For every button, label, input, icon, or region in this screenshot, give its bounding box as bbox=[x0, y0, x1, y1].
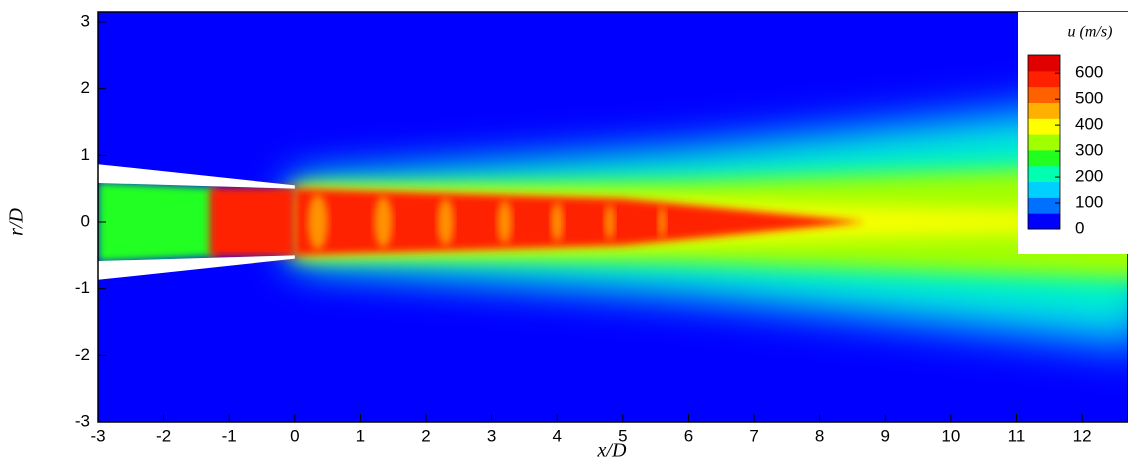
nozzle-wall-upper bbox=[98, 164, 295, 189]
colorbar-frame bbox=[1027, 54, 1061, 230]
nozzle-exit-flow bbox=[209, 187, 295, 257]
shock-cell bbox=[374, 196, 393, 248]
colorbar-tick-label: 200 bbox=[1075, 167, 1103, 186]
colorbar-swatch bbox=[1028, 70, 1060, 88]
plot-frame bbox=[97, 11, 1128, 423]
x-axis-label: x/D bbox=[597, 440, 627, 462]
shock-cell bbox=[307, 194, 328, 250]
y-tick-label: 3 bbox=[81, 11, 90, 30]
x-tick-label: 2 bbox=[421, 426, 430, 445]
colorbar-swatch bbox=[1028, 213, 1060, 230]
x-tick-label: 8 bbox=[815, 426, 824, 445]
x-tick-label: 6 bbox=[684, 426, 693, 445]
y-tick-label: -2 bbox=[75, 345, 90, 364]
x-tick-label: -2 bbox=[156, 426, 171, 445]
x-tick-label: 12 bbox=[1073, 426, 1092, 445]
x-tick-label: -1 bbox=[222, 426, 237, 445]
velocity-field bbox=[98, 12, 1128, 422]
x-tick-label: -3 bbox=[90, 426, 105, 445]
colorbar-swatch bbox=[1028, 55, 1060, 72]
x-tick-label: 1 bbox=[356, 426, 365, 445]
y-tick-label: 1 bbox=[81, 145, 90, 164]
colorbar-tick-label: 300 bbox=[1075, 141, 1103, 160]
x-tick-label: 3 bbox=[487, 426, 496, 445]
x-tick-label: 7 bbox=[749, 426, 758, 445]
colorbar-tick-label: 400 bbox=[1075, 115, 1103, 134]
colorbar-swatch bbox=[1028, 149, 1060, 167]
colorbar-tick-label: 500 bbox=[1075, 89, 1103, 108]
colorbar-swatch bbox=[1028, 86, 1060, 103]
colorbar-swatch bbox=[1028, 102, 1060, 119]
y-tick-label: 0 bbox=[81, 211, 90, 230]
shock-cell bbox=[551, 202, 564, 242]
nozzle-flow bbox=[98, 182, 217, 262]
shock-cell bbox=[437, 198, 454, 246]
colorbar-tick-label: 100 bbox=[1075, 193, 1103, 212]
x-tick-label: 5 bbox=[618, 426, 627, 445]
x-tick-label: 9 bbox=[881, 426, 890, 445]
x-tick-label: 11 bbox=[1008, 426, 1026, 445]
y-tick-label: 2 bbox=[81, 78, 90, 97]
potential-core bbox=[294, 188, 866, 256]
shock-cell bbox=[604, 204, 615, 240]
y-axis-label: r/D bbox=[6, 208, 28, 236]
y-tick-label: -1 bbox=[75, 278, 90, 297]
x-tick-label: 10 bbox=[941, 426, 960, 445]
colorbar-tick-label: 600 bbox=[1075, 63, 1103, 82]
shock-cell bbox=[658, 206, 667, 238]
colorbar-tick-label: 0 bbox=[1075, 218, 1084, 237]
colorbar-swatch bbox=[1028, 197, 1060, 214]
shock-cell bbox=[497, 200, 512, 244]
x-tick-label: 4 bbox=[553, 426, 562, 445]
colorbar-title: u (m/s) bbox=[1068, 24, 1113, 41]
colorbar-swatch bbox=[1028, 118, 1060, 135]
nozzle-wall-lower bbox=[98, 255, 295, 280]
colorbar-swatch bbox=[1028, 134, 1060, 151]
x-tick-label: 0 bbox=[290, 426, 299, 445]
colorbar-swatch bbox=[1028, 165, 1060, 183]
colorbar-swatch bbox=[1028, 181, 1060, 198]
y-tick-label: -3 bbox=[75, 411, 90, 430]
